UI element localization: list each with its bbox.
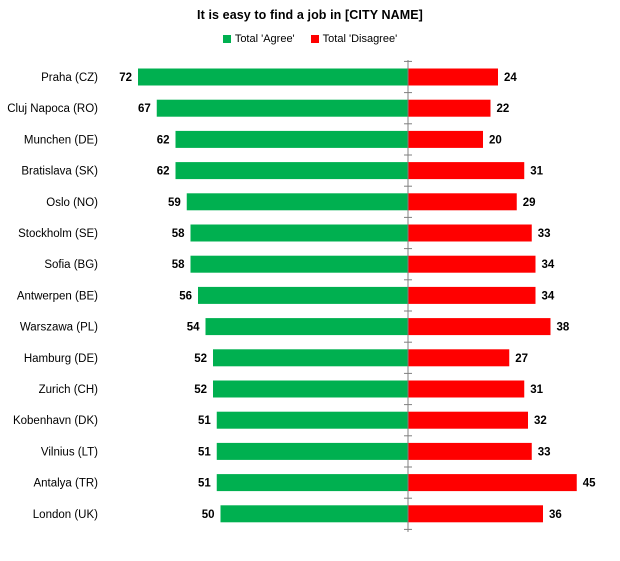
data-label-disagree: 24 — [504, 72, 517, 84]
category-label: Oslo (NO) — [46, 197, 98, 209]
bar-agree — [138, 68, 408, 86]
data-label-disagree: 31 — [530, 166, 543, 178]
category-label: Bratislava (SK) — [21, 166, 98, 178]
data-label-agree: 59 — [168, 197, 181, 209]
bar-agree — [205, 318, 408, 336]
category-label: Hamburg (DE) — [24, 353, 98, 365]
legend-swatch-agree — [222, 35, 231, 43]
data-label-agree: 72 — [119, 72, 132, 84]
bar-agree — [175, 130, 408, 148]
category-label: Munchen (DE) — [24, 134, 98, 146]
bar-disagree — [408, 442, 532, 460]
data-label-disagree: 33 — [538, 228, 551, 240]
bar-agree — [216, 411, 408, 429]
data-label-agree: 62 — [157, 134, 170, 146]
category-label: Kobenhavn (DK) — [13, 415, 98, 427]
bar-disagree — [408, 68, 498, 86]
bar-disagree — [408, 505, 543, 523]
data-label-agree: 51 — [198, 446, 211, 458]
bar-agree — [186, 193, 408, 211]
data-label-agree: 58 — [172, 228, 185, 240]
data-label-disagree: 38 — [557, 322, 570, 334]
bar-disagree — [408, 318, 551, 336]
category-label: Praha (CZ) — [41, 72, 98, 84]
category-label: Antalya (TR) — [33, 478, 98, 490]
data-label-disagree: 33 — [538, 446, 551, 458]
bar-agree — [220, 505, 408, 523]
bar-disagree — [408, 286, 536, 304]
bar-agree — [213, 380, 408, 398]
data-label-agree: 58 — [172, 259, 185, 271]
category-label: Zurich (CH) — [39, 384, 99, 396]
bar-disagree — [408, 255, 536, 273]
data-label-disagree: 27 — [515, 353, 528, 365]
category-label: London (UK) — [33, 509, 98, 521]
data-label-agree: 52 — [194, 353, 207, 365]
bar-agree — [216, 474, 408, 492]
legend-label-disagree: Total 'Disagree' — [322, 33, 398, 45]
data-label-agree: 67 — [138, 103, 151, 115]
data-label-agree: 62 — [157, 166, 170, 178]
bar-disagree — [408, 162, 525, 180]
legend-swatch-disagree — [310, 35, 319, 43]
data-label-disagree: 22 — [497, 103, 510, 115]
bar-disagree — [408, 130, 483, 148]
data-label-agree: 50 — [202, 509, 215, 521]
bar-disagree — [408, 224, 532, 242]
bar-disagree — [408, 411, 528, 429]
bar-disagree — [408, 380, 525, 398]
bar-disagree — [408, 193, 517, 211]
data-label-agree: 51 — [198, 478, 211, 490]
data-label-disagree: 45 — [583, 478, 596, 490]
bar-disagree — [408, 349, 510, 367]
bar-disagree — [408, 99, 491, 117]
bar-agree — [216, 442, 408, 460]
data-label-disagree: 36 — [549, 509, 562, 521]
bar-agree — [198, 286, 408, 304]
legend: Total 'Agree' Total 'Disagree' — [0, 33, 620, 45]
bar-agree — [190, 224, 408, 242]
data-label-disagree: 32 — [534, 415, 547, 427]
data-label-agree: 54 — [187, 322, 200, 334]
data-label-agree: 51 — [198, 415, 211, 427]
data-label-agree: 52 — [194, 384, 207, 396]
data-label-disagree: 20 — [489, 134, 502, 146]
category-label: Antwerpen (BE) — [17, 290, 98, 302]
chart-title: It is easy to find a job in [CITY NAME] — [197, 8, 423, 22]
data-label-disagree: 31 — [530, 384, 543, 396]
category-label: Stockholm (SE) — [18, 228, 98, 240]
bar-agree — [213, 349, 408, 367]
bar-disagree — [408, 474, 577, 492]
legend-item-disagree: Total 'Disagree' — [310, 33, 398, 45]
data-label-disagree: 34 — [542, 259, 555, 271]
bar-agree — [190, 255, 408, 273]
category-label: Cluj Napoca (RO) — [7, 103, 98, 115]
legend-label-agree: Total 'Agree' — [234, 33, 295, 45]
data-label-disagree: 34 — [542, 290, 555, 302]
category-label: Warszawa (PL) — [20, 322, 98, 334]
category-label: Vilnius (LT) — [41, 446, 98, 458]
bar-agree — [156, 99, 408, 117]
data-label-disagree: 29 — [523, 197, 536, 209]
category-label: Sofia (BG) — [44, 259, 98, 271]
data-label-agree: 56 — [179, 290, 192, 302]
bar-agree — [175, 162, 408, 180]
legend-item-agree: Total 'Agree' — [222, 33, 295, 45]
